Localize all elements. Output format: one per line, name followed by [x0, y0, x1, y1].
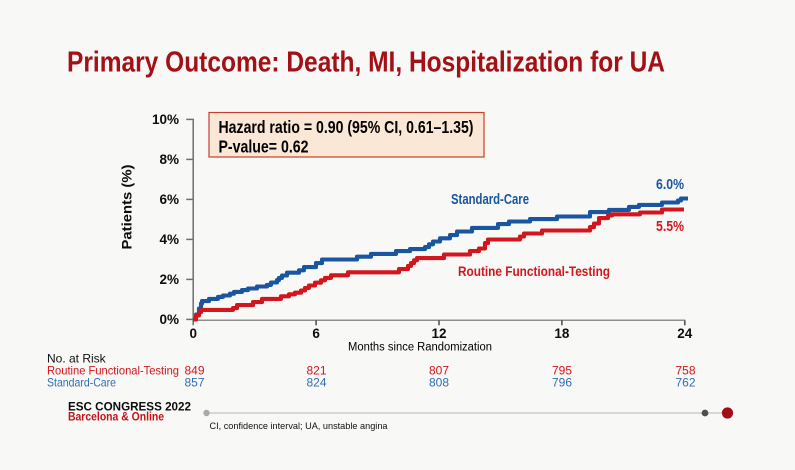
svg-text:857: 857 [184, 376, 204, 390]
svg-text:24: 24 [677, 326, 693, 341]
svg-text:8%: 8% [159, 152, 179, 167]
svg-text:Routine Functional-Testing: Routine Functional-Testing [458, 263, 610, 279]
svg-text:Primary Outcome: Death, MI, Ho: Primary Outcome: Death, MI, Hospitalizat… [67, 47, 665, 79]
svg-text:Barcelona & Online: Barcelona & Online [68, 410, 164, 424]
svg-text:796: 796 [552, 376, 572, 390]
svg-text:762: 762 [675, 376, 695, 390]
svg-text:6: 6 [312, 326, 320, 341]
svg-text:821: 821 [306, 364, 326, 378]
svg-text:807: 807 [429, 364, 449, 378]
svg-text:758: 758 [675, 364, 695, 378]
svg-text:Standard-Care: Standard-Care [47, 376, 116, 390]
svg-text:4%: 4% [159, 232, 179, 247]
svg-text:0: 0 [189, 326, 197, 341]
svg-text:808: 808 [429, 376, 449, 390]
svg-text:0%: 0% [159, 312, 179, 327]
svg-text:Months since Randomization: Months since Randomization [348, 342, 492, 354]
svg-text:Routine Functional-Testing: Routine Functional-Testing [47, 364, 179, 378]
svg-text:12: 12 [431, 326, 446, 341]
svg-text:824: 824 [306, 376, 326, 390]
svg-text:6.0%: 6.0% [656, 176, 684, 193]
svg-text:No. at Risk: No. at Risk [47, 352, 107, 366]
svg-text:CI, confidence interval; UA, u: CI, confidence interval; UA, unstable an… [210, 421, 389, 432]
svg-text:849: 849 [184, 364, 204, 378]
svg-text:Standard-Care: Standard-Care [451, 192, 529, 208]
svg-text:2%: 2% [159, 272, 179, 287]
svg-text:6%: 6% [159, 192, 179, 207]
svg-text:10%: 10% [152, 112, 179, 127]
svg-text:5.5%: 5.5% [656, 218, 684, 235]
svg-text:18: 18 [554, 326, 570, 341]
svg-text:795: 795 [552, 364, 572, 378]
svg-text:Hazard ratio = 0.90 (95% CI, 0: Hazard ratio = 0.90 (95% CI, 0.61–1.35) [219, 117, 474, 137]
svg-text:P-value= 0.62: P-value= 0.62 [219, 137, 309, 157]
svg-text:Patients (%): Patients (%) [120, 165, 135, 250]
svg-text:ESC CONGRESS 2022: ESC CONGRESS 2022 [68, 400, 191, 414]
